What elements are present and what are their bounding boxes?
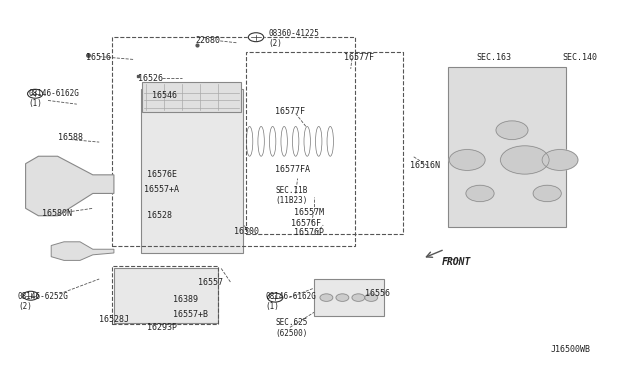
Circle shape — [248, 33, 264, 42]
Text: 16557: 16557 — [198, 278, 223, 287]
Text: 22680: 22680 — [195, 36, 220, 45]
Text: J16500WB: J16500WB — [550, 345, 590, 354]
Bar — [112, 266, 218, 324]
Text: SEC.140: SEC.140 — [562, 53, 597, 62]
Text: 16577FA: 16577FA — [275, 165, 310, 174]
Text: 16389: 16389 — [173, 295, 198, 304]
Text: 08360-41225
(2): 08360-41225 (2) — [269, 29, 319, 48]
Text: 16516N: 16516N — [410, 161, 440, 170]
Text: 08146-6162G
(1): 08146-6162G (1) — [28, 89, 79, 108]
Text: FRONT: FRONT — [442, 257, 471, 267]
Text: 16293P: 16293P — [147, 323, 177, 332]
Bar — [142, 82, 241, 112]
Bar — [246, 52, 403, 234]
Text: 16557M: 16557M — [294, 208, 324, 217]
Circle shape — [268, 293, 283, 302]
Text: SEC.11B
(11B23): SEC.11B (11B23) — [275, 186, 308, 205]
Text: 16556: 16556 — [365, 289, 390, 298]
Polygon shape — [51, 242, 114, 260]
Circle shape — [466, 185, 494, 202]
Text: SEC.163: SEC.163 — [477, 53, 512, 62]
Text: 16557+B: 16557+B — [173, 310, 208, 319]
Bar — [314, 279, 384, 316]
Text: 16557+A: 16557+A — [144, 185, 179, 194]
Circle shape — [352, 294, 365, 301]
Text: 16576E: 16576E — [147, 170, 177, 179]
Circle shape — [365, 294, 378, 301]
Bar — [112, 37, 355, 246]
Text: 16577F: 16577F — [344, 53, 374, 62]
Bar — [114, 268, 218, 323]
Polygon shape — [26, 156, 114, 216]
Circle shape — [500, 146, 549, 174]
Circle shape — [533, 185, 561, 202]
Text: 08146-6162G
(1): 08146-6162G (1) — [266, 292, 316, 311]
Text: 16588: 16588 — [58, 133, 83, 142]
Text: 16516: 16516 — [86, 53, 111, 62]
Text: 16546: 16546 — [152, 92, 177, 100]
Text: 16528J: 16528J — [99, 315, 129, 324]
Text: 16577F: 16577F — [275, 107, 305, 116]
Bar — [141, 89, 243, 253]
Text: SEC.625
(62500): SEC.625 (62500) — [275, 318, 308, 338]
Circle shape — [449, 150, 485, 170]
Text: 16528: 16528 — [147, 211, 172, 220]
Text: 16500: 16500 — [234, 227, 259, 236]
Circle shape — [320, 294, 333, 301]
Text: 16576P: 16576P — [294, 228, 324, 237]
Text: 16580N: 16580N — [42, 209, 72, 218]
Circle shape — [336, 294, 349, 301]
Text: 16526: 16526 — [138, 74, 163, 83]
Circle shape — [23, 291, 38, 300]
Circle shape — [542, 150, 578, 170]
Text: 16576F: 16576F — [291, 219, 321, 228]
Text: 08146-6252G
(2): 08146-6252G (2) — [18, 292, 68, 311]
Bar — [448, 67, 566, 227]
Circle shape — [496, 121, 528, 140]
Circle shape — [28, 89, 43, 98]
